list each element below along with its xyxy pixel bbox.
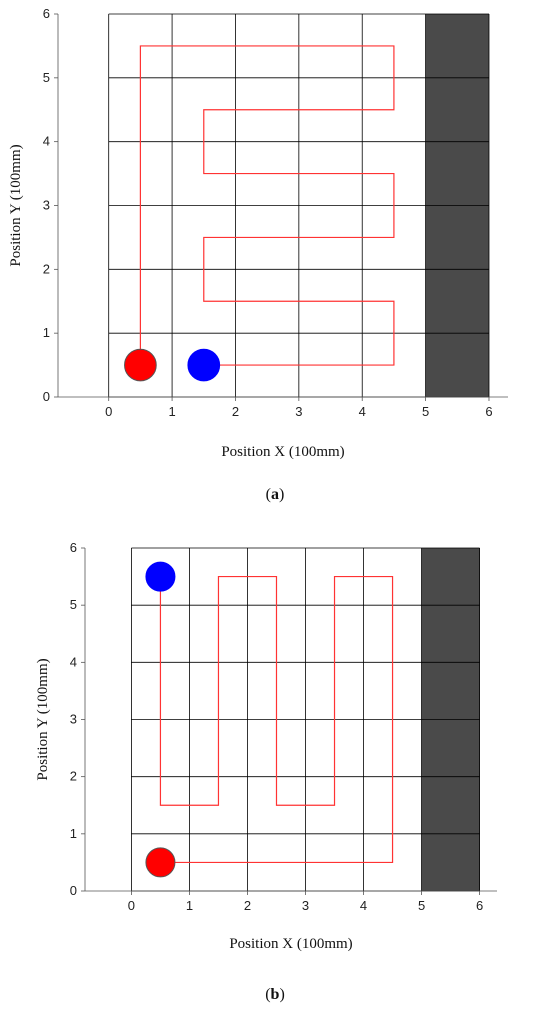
x-tick-label: 2 [232, 404, 239, 419]
x-tick-label: 1 [186, 898, 193, 913]
y-axis-label: Position Y (100mm) [8, 144, 24, 266]
y-tick-label: 6 [70, 540, 77, 555]
y-tick-label: 3 [70, 712, 77, 727]
y-tick-label: 1 [70, 826, 77, 841]
x-tick-label: 2 [244, 898, 251, 913]
y-tick-label: 2 [43, 261, 50, 276]
x-axis-label: Position X (100mm) [229, 936, 352, 952]
end-marker [188, 349, 220, 381]
x-tick-label: 3 [295, 404, 302, 419]
x-tick-label: 1 [168, 404, 175, 419]
x-tick-label: 6 [485, 404, 492, 419]
panel-caption: (b) [265, 986, 285, 1003]
x-axis-label: Position X (100mm) [221, 444, 344, 460]
x-tick-label: 0 [128, 898, 135, 913]
panel-caption: (a) [266, 486, 285, 503]
y-tick-label: 3 [43, 198, 50, 213]
x-tick-label: 4 [359, 404, 366, 419]
chart-panel-b: 0 1 2 3 4 5 6 0 1 2 3 4 5 6 Position X (100mm) Position… [35, 540, 497, 1003]
x-tick-label: 0 [105, 404, 112, 419]
x-tick-label: 5 [422, 404, 429, 419]
y-tick-label: 0 [70, 883, 77, 898]
y-tick-label: 4 [70, 654, 77, 669]
x-tick-label: 5 [418, 898, 425, 913]
end-marker [146, 562, 175, 591]
chart-panel-a: 0 1 2 3 4 5 6 0 1 2 3 4 5 6 Position X (100mm) Position… [8, 6, 508, 503]
y-tick-label: 5 [70, 597, 77, 612]
start-marker [146, 848, 175, 877]
y-tick-label: 4 [43, 134, 50, 149]
y-tick-label: 0 [43, 389, 50, 404]
start-marker [125, 349, 157, 381]
y-tick-label: 2 [70, 769, 77, 784]
y-axis-label: Position Y (100mm) [35, 658, 51, 780]
y-tick-label: 6 [43, 6, 50, 21]
x-tick-label: 6 [476, 898, 483, 913]
x-tick-label: 4 [360, 898, 367, 913]
x-tick-label: 3 [302, 898, 309, 913]
y-tick-label: 1 [43, 325, 50, 340]
y-tick-label: 5 [43, 70, 50, 85]
